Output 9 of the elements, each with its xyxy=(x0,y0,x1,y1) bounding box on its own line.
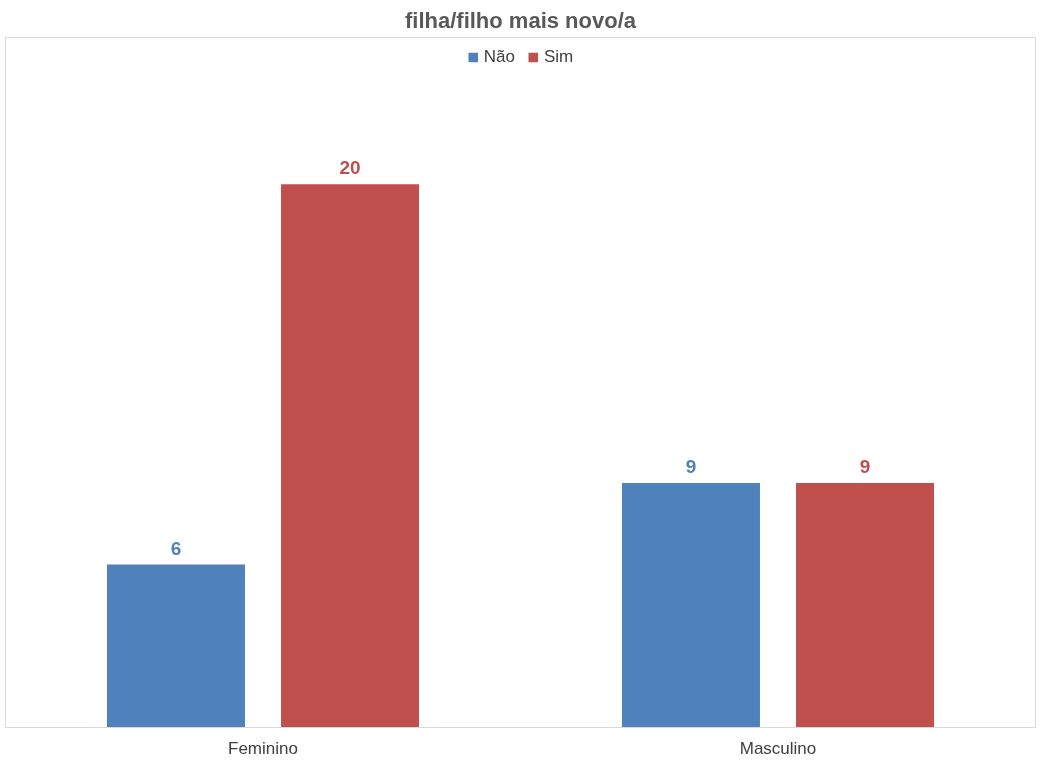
data-label: 9 xyxy=(685,456,697,478)
data-label: 9 xyxy=(859,456,871,478)
x-tick-label: Feminino xyxy=(228,738,298,758)
data-label: 20 xyxy=(339,157,361,179)
chart-title: filha/filho mais novo/a xyxy=(404,7,637,33)
legend-label: Sim xyxy=(543,47,574,67)
x-tick-label: Masculino xyxy=(739,738,817,758)
data-label: 6 xyxy=(170,537,182,559)
legend-label: Não xyxy=(483,47,515,67)
